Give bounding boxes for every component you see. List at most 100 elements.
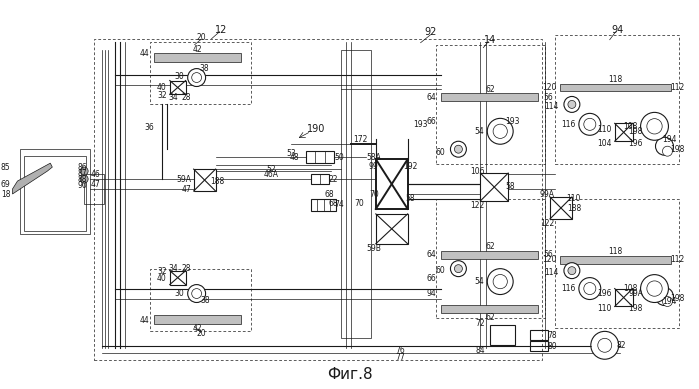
Text: 118: 118 [609, 247, 623, 256]
Circle shape [564, 263, 580, 279]
Text: 80: 80 [547, 342, 557, 351]
Text: 68: 68 [329, 200, 338, 209]
Polygon shape [13, 163, 52, 194]
Circle shape [568, 267, 576, 275]
Text: 66: 66 [427, 117, 436, 126]
Bar [376, 214, 408, 244]
Bar [154, 53, 241, 61]
Circle shape [663, 296, 672, 307]
Circle shape [487, 118, 513, 144]
Bar [94, 39, 542, 360]
Bar [555, 199, 679, 328]
Circle shape [584, 282, 596, 294]
Bar [480, 173, 508, 201]
Bar [490, 325, 515, 345]
Text: 193: 193 [505, 117, 519, 126]
Text: 18: 18 [1, 189, 10, 198]
Text: 112: 112 [670, 83, 684, 92]
Text: 70: 70 [354, 200, 363, 209]
Text: 87: 87 [77, 168, 87, 178]
Bar [150, 269, 252, 331]
Circle shape [647, 281, 662, 296]
Text: 47: 47 [182, 184, 192, 193]
Text: 47: 47 [90, 180, 100, 189]
Text: 66: 66 [427, 274, 436, 283]
Text: 193: 193 [413, 120, 428, 129]
Text: 120: 120 [542, 83, 557, 92]
Circle shape [454, 145, 463, 153]
Text: 62: 62 [486, 313, 495, 322]
Text: 110: 110 [598, 125, 612, 134]
Circle shape [80, 175, 88, 183]
Text: 40: 40 [157, 274, 167, 283]
Text: 56: 56 [543, 250, 553, 259]
Text: 68: 68 [324, 189, 334, 198]
Text: 22: 22 [329, 175, 338, 184]
Text: 114: 114 [545, 268, 559, 277]
Circle shape [192, 73, 201, 82]
Text: 110: 110 [567, 194, 581, 203]
Text: 46A: 46A [264, 170, 279, 179]
Text: 74: 74 [334, 200, 344, 209]
Circle shape [487, 269, 513, 294]
Text: 86: 86 [77, 163, 87, 172]
Text: 64: 64 [427, 93, 436, 102]
Text: 84: 84 [475, 346, 485, 355]
Text: 46: 46 [90, 170, 100, 179]
Text: 58A: 58A [366, 152, 381, 162]
Text: 52: 52 [266, 165, 276, 173]
Text: 194: 194 [662, 135, 677, 144]
Text: 196: 196 [628, 139, 643, 148]
Circle shape [640, 275, 668, 303]
Bar [560, 256, 672, 264]
Bar [170, 81, 186, 95]
Bar [614, 289, 633, 307]
Text: 120: 120 [542, 255, 557, 264]
Bar [555, 35, 679, 164]
Bar [550, 197, 572, 219]
Text: 34: 34 [169, 93, 179, 102]
Bar [170, 271, 186, 285]
Text: 14: 14 [484, 35, 496, 45]
Text: 70: 70 [369, 189, 379, 198]
Circle shape [493, 124, 507, 138]
Circle shape [591, 331, 619, 359]
Bar [311, 174, 329, 184]
Text: 54: 54 [475, 127, 484, 136]
Text: 94: 94 [612, 25, 624, 35]
Text: 99: 99 [369, 162, 379, 171]
Circle shape [656, 137, 673, 155]
Circle shape [663, 146, 672, 156]
Bar [376, 159, 408, 209]
Text: 44: 44 [140, 49, 150, 58]
Text: 104: 104 [597, 139, 612, 148]
Text: 64: 64 [427, 250, 436, 259]
Bar [530, 341, 548, 351]
Bar [440, 305, 538, 314]
Text: 92: 92 [424, 27, 437, 37]
Circle shape [598, 338, 612, 352]
Text: 48: 48 [289, 152, 299, 162]
Text: 50: 50 [334, 152, 344, 162]
Text: 34: 34 [169, 264, 179, 273]
Text: 196: 196 [597, 289, 612, 298]
Text: 62: 62 [486, 242, 495, 251]
Text: 58: 58 [406, 194, 415, 203]
Bar [194, 169, 215, 191]
Text: 32: 32 [157, 91, 167, 100]
Bar [440, 251, 538, 259]
Text: 38: 38 [201, 296, 210, 305]
Text: 85: 85 [1, 163, 10, 172]
Text: 122: 122 [470, 202, 484, 210]
Bar [530, 330, 548, 340]
Circle shape [647, 119, 662, 134]
Text: 42: 42 [193, 324, 203, 333]
Bar [150, 42, 252, 104]
Text: Фиг.8: Фиг.8 [327, 367, 373, 382]
Bar [435, 45, 545, 164]
Text: 99A: 99A [628, 289, 643, 298]
Bar [24, 156, 86, 231]
Text: 108: 108 [624, 122, 637, 131]
Text: 190: 190 [307, 124, 325, 134]
Text: 54: 54 [475, 277, 484, 286]
